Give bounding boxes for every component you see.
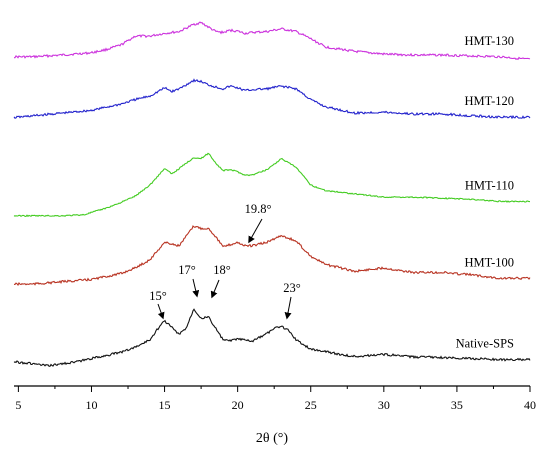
x-tick-label-25: 25 bbox=[305, 398, 317, 412]
annotation-19-8: 19.8° bbox=[245, 202, 272, 216]
series-label-hmt-120: HMT-120 bbox=[464, 94, 514, 108]
x-tick-label-30: 30 bbox=[378, 398, 390, 412]
annotation-15: 15° bbox=[149, 289, 167, 303]
series-line-hmt-100 bbox=[13, 225, 531, 286]
x-tick-label-40: 40 bbox=[524, 398, 536, 412]
x-tick-label-10: 10 bbox=[85, 398, 97, 412]
series-label-hmt-130: HMT-130 bbox=[464, 34, 514, 48]
x-tick-label-35: 35 bbox=[451, 398, 463, 412]
series-label-native-sps: Native-SPS bbox=[456, 337, 514, 351]
series-label-hmt-100: HMT-100 bbox=[464, 255, 514, 269]
series-line-hmt-110 bbox=[13, 152, 530, 218]
x-axis: 5 10 15 20 25 30 35 40 bbox=[14, 385, 536, 412]
annotation-17: 17° bbox=[178, 263, 196, 277]
series-line-hmt-120 bbox=[13, 78, 531, 120]
annotation-arrow-23 bbox=[284, 296, 292, 320]
series-line-hmt-130 bbox=[14, 21, 531, 61]
x-tick-label-5: 5 bbox=[15, 398, 21, 412]
x-tick-label-15: 15 bbox=[159, 398, 171, 412]
plot-area: HMT-130 HMT-120 HMT-110 HMT-100 Native-SPS 19… bbox=[13, 21, 531, 367]
annotation-arrow-15 bbox=[157, 303, 165, 320]
series-label-hmt-110: HMT-110 bbox=[465, 179, 514, 193]
annotation-23: 23° bbox=[283, 281, 301, 295]
series-line-native-sps bbox=[13, 308, 531, 367]
x-axis-title: 2θ (°) bbox=[256, 431, 288, 446]
annotation-18: 18° bbox=[213, 263, 231, 277]
annotation-arrow-18 bbox=[210, 279, 220, 299]
annotation-arrow-19-8 bbox=[248, 218, 263, 244]
annotation-arrow-17 bbox=[192, 278, 200, 298]
x-tick-label-20: 20 bbox=[232, 398, 244, 412]
